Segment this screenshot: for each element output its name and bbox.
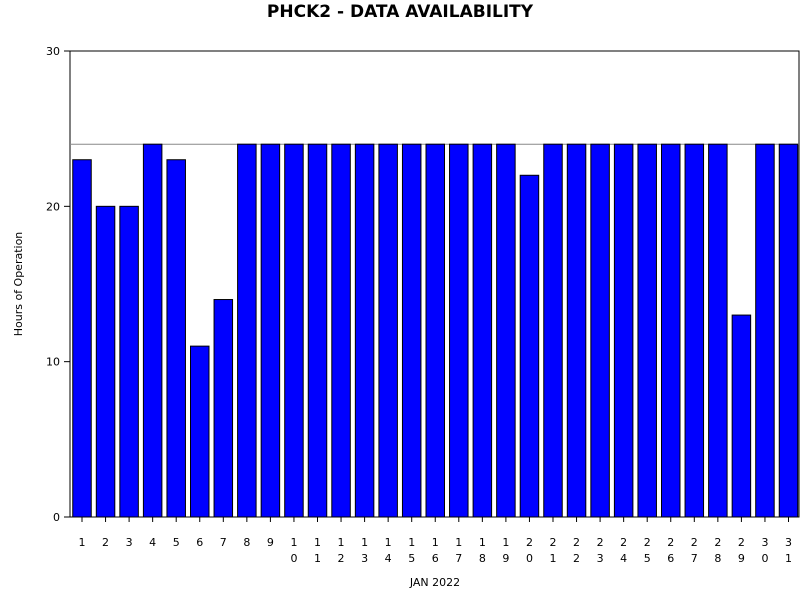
chart-title: PHCK2 - DATA AVAILABILITY [267,2,534,22]
bar-day-21 [543,143,563,518]
bar-day-10 [284,143,304,518]
x-tick-label: 4 [149,536,156,549]
bar-day-13 [354,143,375,518]
bar-day-1 [72,159,92,518]
bar-day-27 [684,143,705,518]
x-axis: 1 2 3 4 5 6 7 8 9 1 01 11 21 31 41 51 61 71 81 92 02 12 22 32 42… [79,517,792,565]
y-tick-label: 20 [46,200,60,213]
x-axis-label: JAN 2022 [409,576,460,589]
bar-day-20 [519,174,540,518]
x-tick-label: 6 [196,536,203,549]
bar-day-23 [590,143,610,518]
y-axis-label: Hours of Operation [12,232,25,337]
bar-day-6 [190,345,210,518]
bar-day-30 [755,143,775,518]
bar-day-28 [708,143,728,518]
x-tick-label: 9 [267,536,274,549]
x-tick-label: 5 [173,536,180,549]
bar-day-4 [142,143,163,518]
x-tick-label: 3 [126,536,133,549]
bar-day-25 [637,143,657,518]
bar-day-17 [449,143,469,518]
bar-day-15 [401,143,422,518]
bar-day-29 [731,314,752,518]
y-tick-label: 10 [46,356,60,369]
bar-day-31 [778,143,799,518]
bar-day-3 [119,205,139,518]
x-tick-label: 7 [220,536,227,549]
bar-day-11 [307,143,328,518]
x-tick-label: 1 [79,536,86,549]
bar-day-7 [213,299,234,518]
y-axis: 0 10 20 30 [46,45,70,524]
bar-day-26 [661,143,681,518]
bar-day-24 [613,143,634,518]
y-tick-label: 0 [53,511,60,524]
bar-day-9 [260,143,281,518]
bar-day-8 [237,143,257,518]
bar-day-14 [378,143,398,518]
x-tick-label: 2 [102,536,109,549]
x-tick-label: 8 [243,536,250,549]
bar-day-16 [425,143,445,518]
bar-day-22 [566,143,587,518]
bar-day-12 [331,143,351,518]
bar-day-2 [95,205,116,518]
bar-day-19 [496,143,516,518]
y-tick-label: 30 [46,45,60,58]
bar-day-5 [166,159,186,518]
bars-group [72,143,799,518]
bar-day-18 [472,143,493,518]
